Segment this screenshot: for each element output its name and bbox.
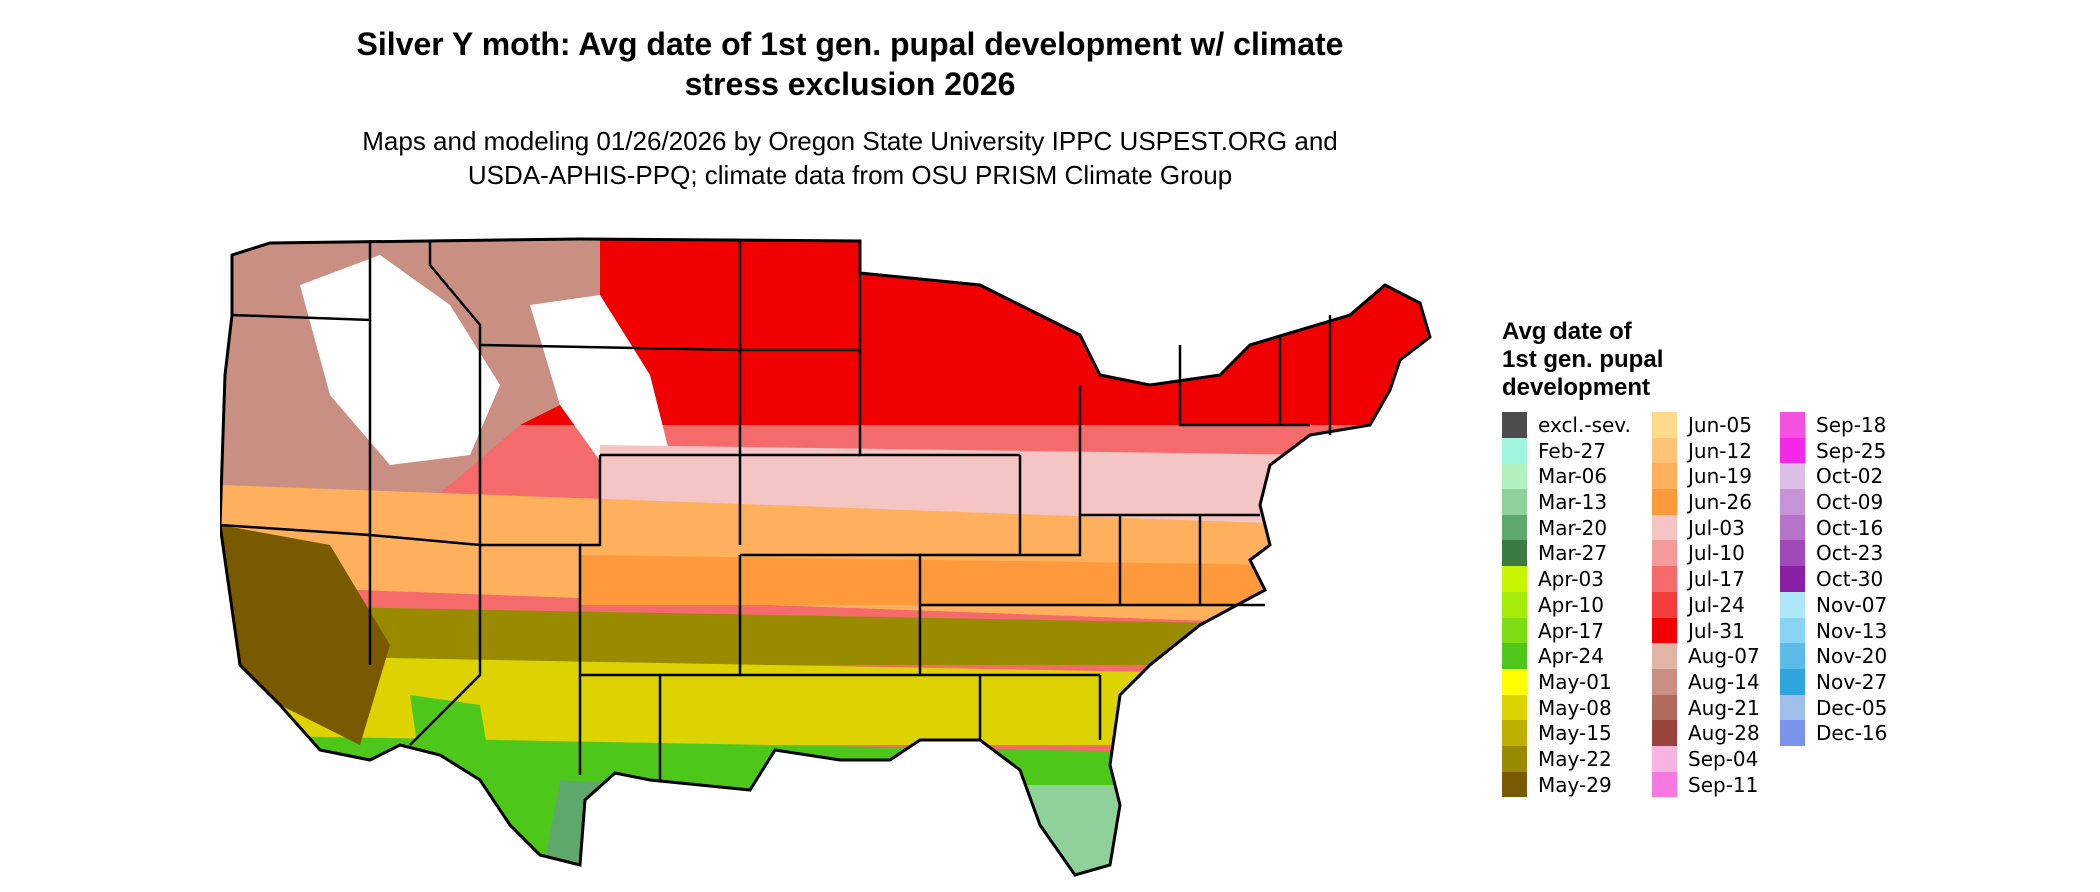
legend-title: Avg date of 1st gen. pupal development	[1502, 318, 1663, 402]
legend-label: Apr-03	[1538, 567, 1604, 592]
legend-label: Feb-27	[1538, 438, 1607, 463]
legend-label: Mar-27	[1538, 541, 1608, 566]
legend-label: Jun-12	[1688, 438, 1752, 463]
legend-swatch	[1502, 514, 1527, 541]
legend-swatch	[1652, 437, 1677, 464]
legend-label: May-29	[1538, 772, 1612, 797]
legend-label: Dec-05	[1816, 695, 1888, 720]
map-subtitle: Maps and modeling 01/26/2026 by Oregon S…	[0, 124, 1700, 192]
legend-label: Oct-23	[1816, 541, 1884, 566]
legend-swatch	[1502, 489, 1527, 515]
legend-swatch	[1502, 540, 1527, 567]
legend-title-line-2: 1st gen. pupal	[1502, 346, 1664, 373]
legend-swatch	[1780, 694, 1805, 721]
legend-label: Mar-20	[1538, 515, 1608, 540]
legend-label: Oct-09	[1816, 490, 1884, 515]
legend-swatch	[1502, 566, 1527, 592]
legend-label: Apr-24	[1538, 644, 1604, 669]
legend-label: excl.-sev.	[1538, 413, 1631, 437]
legend-swatch	[1502, 643, 1527, 669]
legend-label: Jun-19	[1688, 464, 1752, 489]
legend-swatch	[1652, 540, 1677, 567]
state-borders	[220, 240, 1332, 780]
legend-swatch	[1780, 617, 1805, 644]
legend-label: Mar-06	[1538, 464, 1608, 489]
legend-label: Sep-25	[1816, 438, 1887, 463]
legend-label: Nov-07	[1816, 592, 1888, 617]
legend-label: Jul-17	[1688, 567, 1745, 592]
legend-swatch	[1652, 694, 1677, 721]
legend-label: Sep-18	[1816, 413, 1887, 437]
legend-label: Apr-17	[1538, 618, 1604, 643]
legend-label: Oct-16	[1816, 515, 1884, 540]
legend-swatch	[1502, 668, 1527, 695]
legend-label: Dec-16	[1816, 721, 1888, 746]
us-outline	[220, 237, 1432, 877]
legend-label: Jul-31	[1688, 618, 1745, 643]
legend-swatch	[1652, 668, 1677, 695]
legend-label: May-22	[1538, 746, 1612, 771]
legend-label: Aug-07	[1688, 644, 1760, 669]
legend-swatch	[1652, 771, 1677, 798]
legend-swatch	[1502, 463, 1527, 490]
legend-swatch	[1502, 591, 1527, 618]
legend-swatch	[1502, 617, 1527, 644]
legend-swatch	[1652, 617, 1677, 644]
legend-swatch	[1502, 771, 1527, 798]
legend-swatch	[1502, 720, 1527, 746]
legend-swatch	[1652, 643, 1677, 669]
legend-swatch	[1652, 591, 1677, 618]
legend-label: Jul-10	[1688, 541, 1745, 566]
legend-label: Mar-13	[1538, 490, 1608, 515]
legend-label: Nov-20	[1816, 644, 1888, 669]
legend-swatch	[1502, 745, 1527, 772]
legend-swatch	[1652, 566, 1677, 592]
legend-label: May-01	[1538, 669, 1612, 694]
legend-swatch	[1502, 694, 1527, 721]
legend-swatch	[1780, 566, 1805, 592]
legend-label: Aug-21	[1688, 695, 1760, 720]
legend-swatch	[1780, 540, 1805, 567]
legend-label: Jun-05	[1688, 413, 1752, 437]
legend-swatch	[1652, 514, 1677, 541]
legend-swatch	[1780, 720, 1805, 746]
legend-title-line-1: Avg date of	[1502, 318, 1632, 345]
legend-label: Aug-14	[1688, 669, 1760, 694]
legend-swatch	[1780, 489, 1805, 515]
legend-label: Sep-04	[1688, 746, 1759, 771]
map-title: Silver Y moth: Avg date of 1st gen. pupa…	[0, 24, 1700, 104]
legend-swatch	[1652, 745, 1677, 772]
legend-label: Oct-02	[1816, 464, 1884, 489]
legend-swatch	[1780, 591, 1805, 618]
legend-swatch	[1780, 412, 1805, 438]
legend-swatch	[1652, 489, 1677, 515]
legend-label: Jul-24	[1688, 592, 1745, 617]
us-map	[220, 237, 1432, 877]
legend-swatch	[1780, 643, 1805, 669]
legend-swatch	[1780, 463, 1805, 490]
legend-swatch	[1502, 437, 1527, 464]
legend-swatch	[1652, 720, 1677, 746]
map-title-line-2: stress exclusion 2026	[684, 66, 1016, 102]
legend-title-line-3: development	[1502, 374, 1651, 401]
legend-label: Nov-13	[1816, 618, 1888, 643]
legend-label: Jul-03	[1688, 515, 1745, 540]
legend-swatch	[1502, 412, 1527, 438]
legend-label: Oct-30	[1816, 567, 1884, 592]
map-title-line-1: Silver Y moth: Avg date of 1st gen. pupa…	[356, 26, 1344, 62]
legend-label: Apr-10	[1538, 592, 1604, 617]
legend-swatch	[1780, 514, 1805, 541]
legend-swatch	[1652, 463, 1677, 490]
legend-swatch	[1780, 437, 1805, 464]
legend-label: Jun-26	[1688, 490, 1752, 515]
legend-label: Nov-27	[1816, 669, 1888, 694]
legend-label: May-08	[1538, 695, 1612, 720]
map-subtitle-line-2: USDA-APHIS-PPQ; climate data from OSU PR…	[467, 160, 1233, 190]
legend-label: Aug-28	[1688, 721, 1760, 746]
legend-swatch	[1780, 668, 1805, 695]
map-subtitle-line-1: Maps and modeling 01/26/2026 by Oregon S…	[362, 126, 1338, 156]
legend-label: May-15	[1538, 721, 1612, 746]
legend-swatch	[1652, 412, 1677, 438]
legend-label: Sep-11	[1688, 772, 1759, 797]
